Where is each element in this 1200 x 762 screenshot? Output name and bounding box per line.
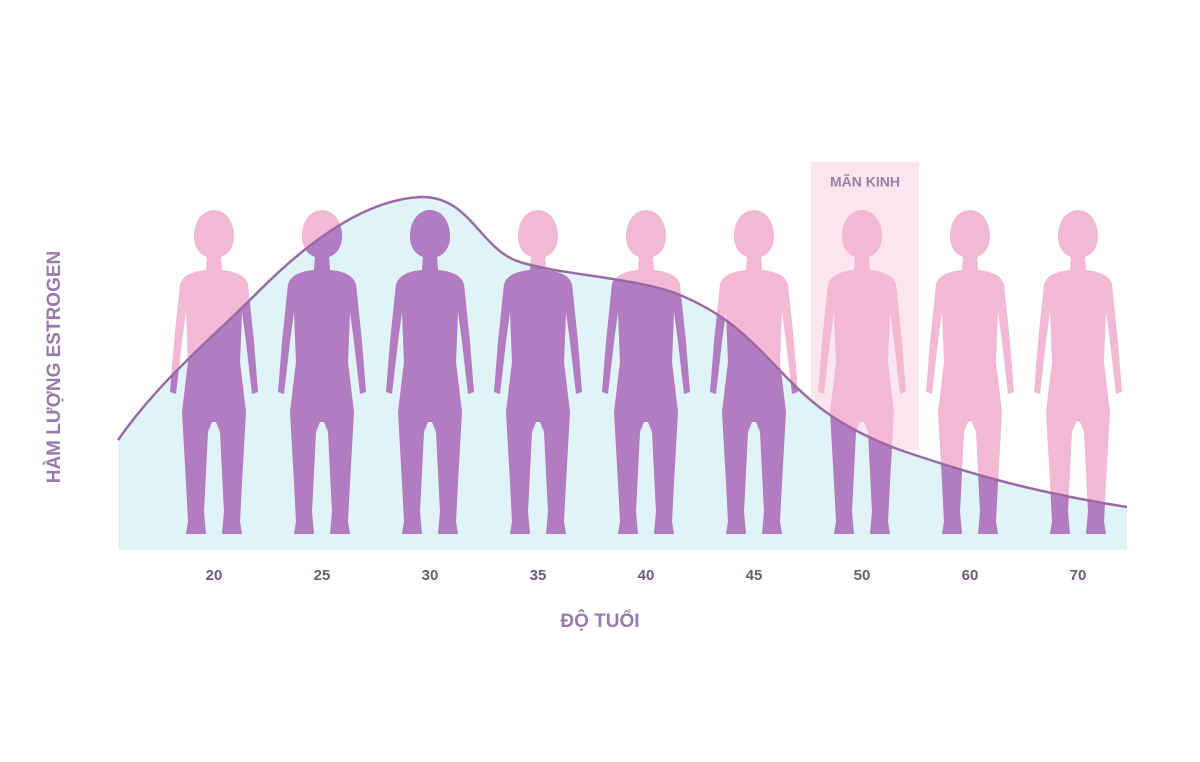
estrogen-curve bbox=[116, 195, 1128, 509]
x-tick-label: 70 bbox=[1070, 567, 1087, 584]
annotation: MÃN KINH bbox=[830, 173, 900, 190]
x-tick-label: 20 bbox=[206, 567, 223, 584]
x-tick-label: 30 bbox=[422, 567, 439, 584]
x-tick-label: 60 bbox=[962, 567, 979, 584]
x-tick-label: 45 bbox=[746, 567, 763, 584]
figure bbox=[1034, 210, 1122, 534]
x-axis-title: ĐỘ TUỔI bbox=[560, 610, 639, 632]
x-tick-label: 25 bbox=[314, 567, 331, 584]
x-tick-label: 35 bbox=[530, 567, 547, 584]
y-axis-title: HÀM LƯỢNG ESTROGEN bbox=[43, 251, 65, 484]
x-tick-label: 40 bbox=[638, 567, 655, 584]
x-tick-label: 50 bbox=[854, 567, 871, 584]
x-ticks: 20 25 30 35 40 45 50 60 70 bbox=[206, 567, 1087, 584]
